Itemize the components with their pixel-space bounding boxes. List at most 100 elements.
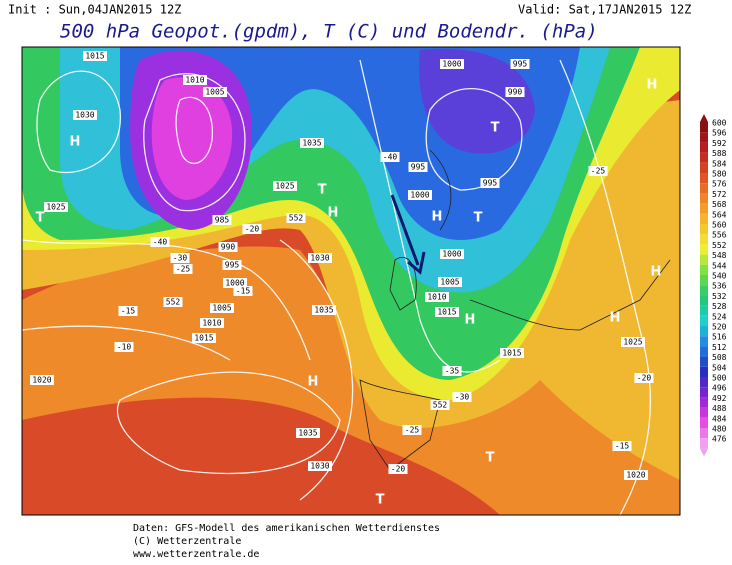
pressure-center: T [491, 121, 500, 136]
colorbar-cell [700, 397, 708, 408]
colorbar-cell [700, 264, 708, 275]
colorbar-cell [700, 377, 708, 388]
footer-line: www.wetterzentrale.de [133, 549, 259, 560]
label-box [150, 237, 170, 247]
pressure-center: H [465, 313, 476, 328]
label-box [425, 292, 449, 302]
label-box [408, 162, 428, 172]
colorbar-cell [700, 438, 708, 449]
label-box [114, 342, 134, 352]
label-box [624, 470, 648, 480]
contour-label: -25 [176, 265, 191, 274]
colorbar-cell [700, 254, 708, 265]
colorbar-cell [700, 295, 708, 306]
label-box [300, 138, 324, 148]
label-box [612, 441, 632, 451]
contour-label: 1030 [310, 462, 329, 471]
colorbar-cell [700, 366, 708, 377]
contour-label: 1035 [314, 306, 333, 315]
label-box [118, 306, 138, 316]
colorbar-cell [700, 162, 708, 173]
colorbar-label: 512 [712, 343, 727, 352]
colorbar-cell [700, 244, 708, 255]
contour-label: 1000 [442, 60, 461, 69]
label-box [218, 242, 238, 252]
valid-time: Valid: Sat,17JAN2015 12Z [518, 3, 691, 17]
contour-label: 990 [508, 88, 523, 97]
colorbar-label: 476 [712, 435, 727, 444]
label-box [510, 59, 530, 69]
colorbar-label: 540 [712, 272, 727, 281]
colorbar-label: 568 [712, 200, 727, 209]
colorbar-arrow [700, 448, 708, 457]
label-box [286, 213, 306, 223]
contour-label: 1015 [437, 308, 456, 317]
label-box [173, 264, 193, 274]
colorbar-label: 588 [712, 149, 727, 158]
colorbar-cell [700, 407, 708, 418]
contour-label: 1020 [32, 376, 51, 385]
label-box [500, 348, 524, 358]
label-box [163, 297, 183, 307]
label-box [440, 249, 464, 259]
label-box [505, 87, 525, 97]
label-box [388, 464, 408, 474]
colorbar-cell [700, 336, 708, 347]
label-box [634, 373, 654, 383]
label-box [242, 224, 262, 234]
colorbar-label: 556 [712, 231, 727, 240]
contour-label: 552 [289, 214, 304, 223]
contour-label: 995 [513, 60, 528, 69]
colorbar-label: 480 [712, 425, 727, 434]
label-box [308, 461, 332, 471]
contour-label: 1025 [46, 203, 65, 212]
contour-label: -25 [591, 167, 606, 176]
contour-label: 1005 [440, 278, 459, 287]
colorbar-label: 560 [712, 221, 727, 230]
label-box [588, 166, 608, 176]
contour-label: -20 [391, 465, 406, 474]
label-box [296, 428, 320, 438]
colorbar-label: 532 [712, 292, 727, 301]
label-box [170, 253, 190, 263]
pressure-center: H [308, 375, 319, 390]
contour-label: -35 [445, 367, 460, 376]
contour-label: 1005 [205, 88, 224, 97]
label-box [203, 87, 227, 97]
colorbar-cell [700, 428, 708, 439]
init-time: Init : Sun,04JAN2015 12Z [8, 3, 181, 17]
colorbar-cell [700, 152, 708, 163]
colorbar-cell [700, 224, 708, 235]
label-box [192, 333, 216, 343]
colorbar-label: 520 [712, 323, 727, 332]
contour-label: 1010 [427, 293, 446, 302]
colorbar-cell [700, 285, 708, 296]
pressure-center: T [318, 183, 327, 198]
colorbar-cell [700, 305, 708, 316]
label-box [273, 181, 297, 191]
contour-label: 1015 [502, 349, 521, 358]
map [22, 47, 680, 515]
colorbar-cell [700, 132, 708, 143]
label-box [233, 286, 253, 296]
colorbar-label: 524 [712, 312, 727, 321]
contour-label: 1010 [185, 76, 204, 85]
contour-label: 1035 [302, 139, 321, 148]
label-box [183, 75, 207, 85]
contour-label: -20 [245, 225, 260, 234]
label-box [200, 318, 224, 328]
label-box [435, 307, 459, 317]
pressure-center: T [486, 451, 495, 466]
colorbar-cell [700, 356, 708, 367]
colorbar-cell [700, 315, 708, 326]
label-box [402, 425, 422, 435]
colorbar-cell [700, 183, 708, 194]
contour-label: 1025 [623, 338, 642, 347]
pressure-center: H [647, 78, 658, 93]
map-frame [21, 46, 681, 516]
colorbar-cell [700, 417, 708, 428]
contour-label: 552 [166, 298, 181, 307]
colorbar-label: 576 [712, 180, 727, 189]
contour-label: 995 [483, 179, 498, 188]
colorbar-cell [700, 122, 708, 133]
